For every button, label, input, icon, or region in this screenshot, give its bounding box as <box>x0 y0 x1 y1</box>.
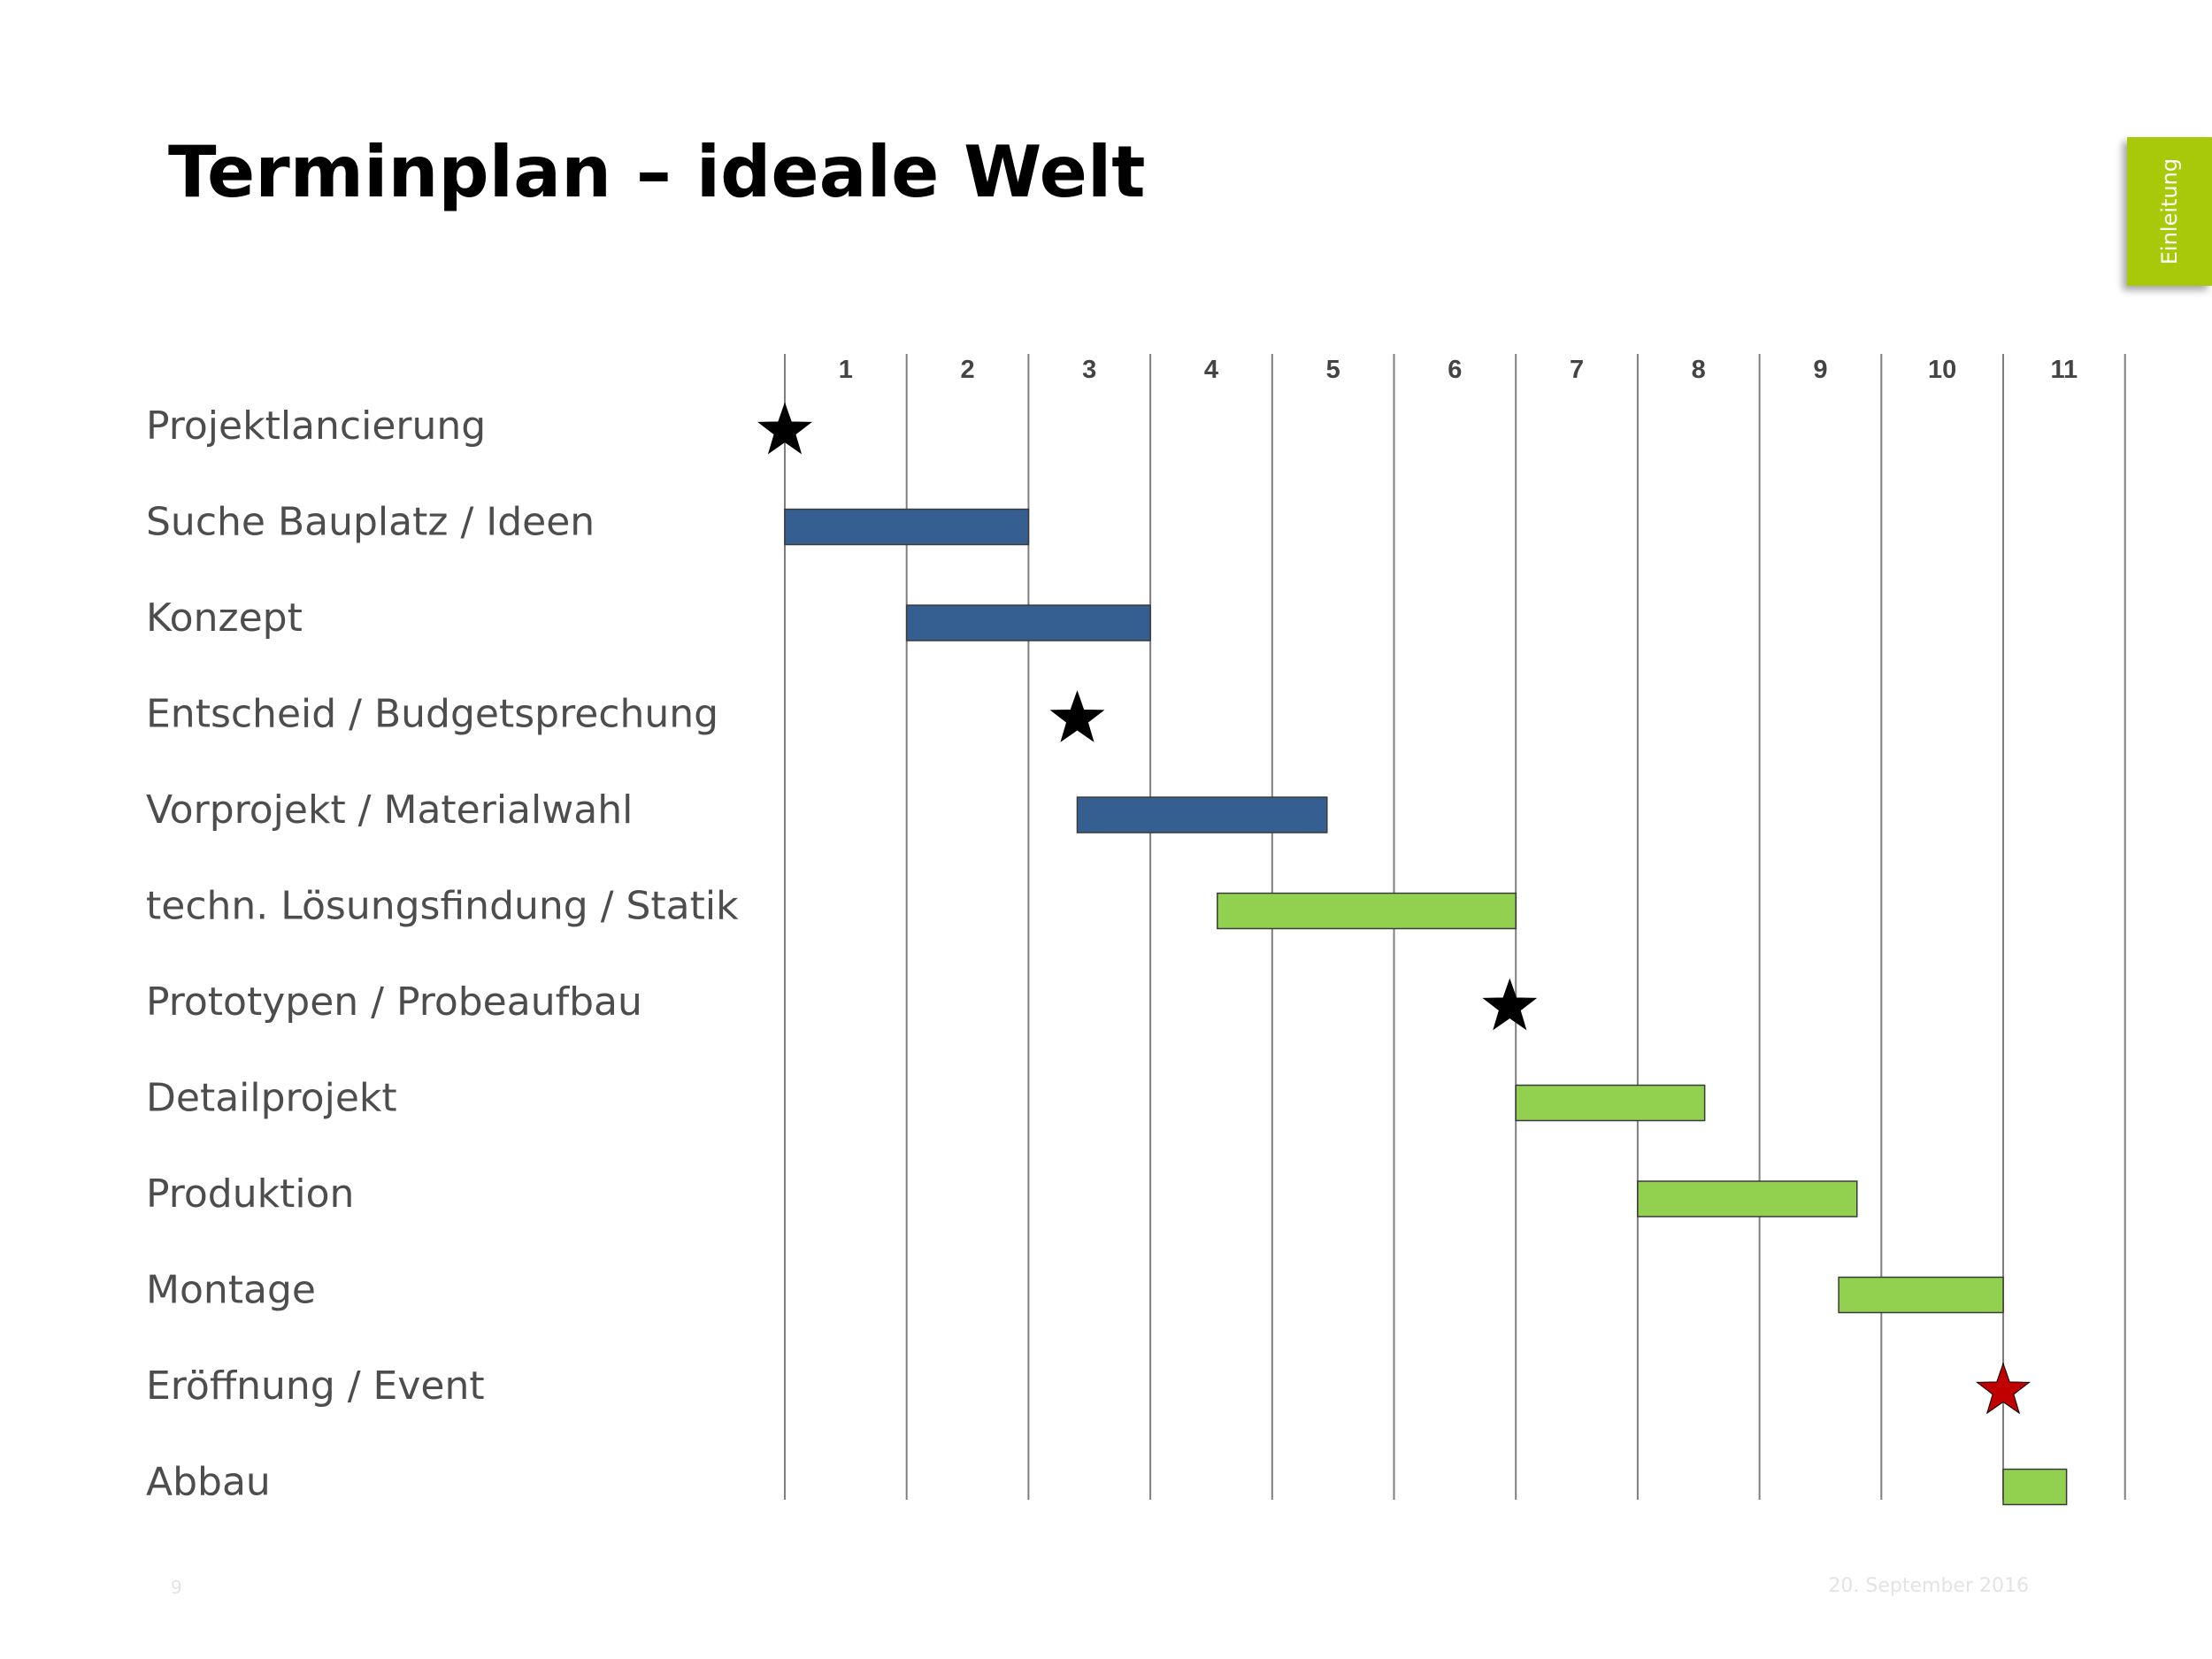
milestone-star-icon <box>1049 689 1105 742</box>
milestone-star-icon <box>1976 1362 2031 1415</box>
task-label: Entscheid / Budgetsprechung <box>146 692 718 737</box>
task-label: Produktion <box>146 1171 354 1217</box>
milestone-star-icon <box>1482 978 1538 1031</box>
task-bar <box>2002 1468 2068 1506</box>
period-label: 2 <box>960 356 974 384</box>
task-bar <box>1515 1084 1706 1122</box>
milestone-star-icon <box>757 402 812 455</box>
task-label: Montage <box>146 1268 316 1313</box>
task-label: Vorprojekt / Materialwahl <box>146 787 633 833</box>
period-label: 7 <box>1570 356 1584 384</box>
period-label: 10 <box>1928 356 1956 384</box>
task-bar <box>1637 1180 1858 1217</box>
task-bar <box>1838 1276 2004 1314</box>
task-label: Prototypen / Probeaufbau <box>146 979 642 1025</box>
task-bar <box>1217 892 1517 930</box>
period-label: 1 <box>839 356 853 384</box>
period-label: 8 <box>1692 356 1706 384</box>
period-label: 4 <box>1204 356 1218 384</box>
period-label: 9 <box>1813 356 1827 384</box>
footer-date: 20. September 2016 <box>1828 1575 2029 1597</box>
task-label: Projektlancierung <box>146 403 486 449</box>
task-label: Suche Bauplatz / Ideen <box>146 500 595 545</box>
task-bar <box>1076 796 1328 833</box>
task-label: Abbau <box>146 1460 271 1505</box>
period-label: 6 <box>1448 356 1462 384</box>
task-label: Eröffnung / Event <box>146 1363 485 1409</box>
period-label: 3 <box>1082 356 1096 384</box>
slide-title: Terminplan – ideale Welt <box>168 131 1146 213</box>
period-label: 11 <box>2051 356 2078 384</box>
section-tab[interactable]: Einleitung <box>2127 137 2212 286</box>
task-bar <box>784 508 1030 546</box>
task-label: Konzept <box>146 595 303 641</box>
period-label: 5 <box>1326 356 1340 384</box>
task-label: Detailprojekt <box>146 1076 397 1121</box>
page-number: 9 <box>171 1577 182 1598</box>
task-bar <box>905 604 1151 641</box>
task-label: techn. Lösungsfindung / Statik <box>146 884 739 929</box>
